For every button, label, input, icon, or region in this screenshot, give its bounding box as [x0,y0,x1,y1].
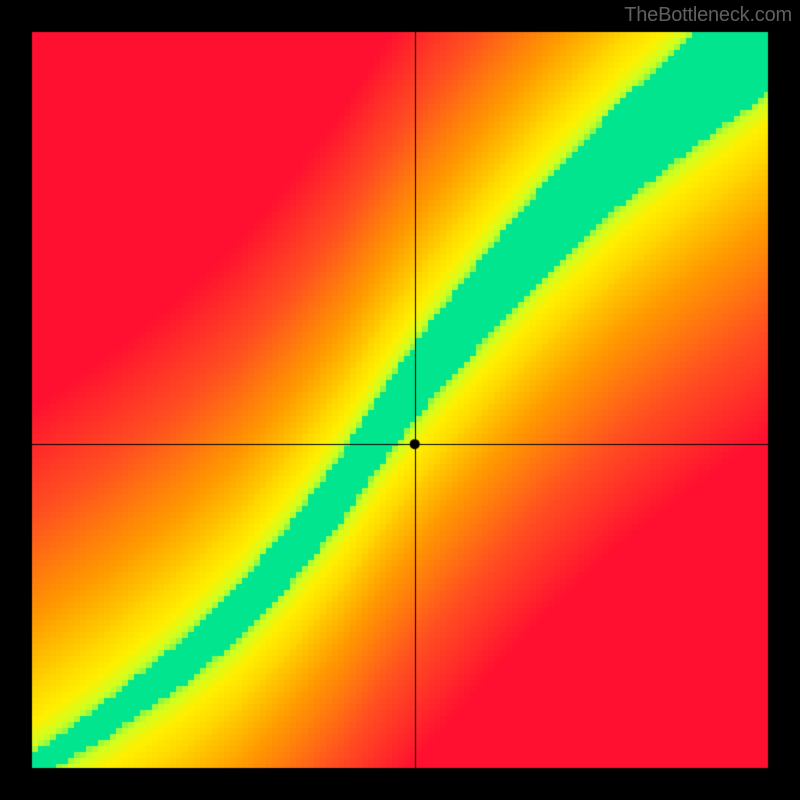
bottleneck-heatmap [0,0,800,800]
watermark-text: TheBottleneck.com [624,4,792,27]
chart-container: TheBottleneck.com [0,0,800,800]
